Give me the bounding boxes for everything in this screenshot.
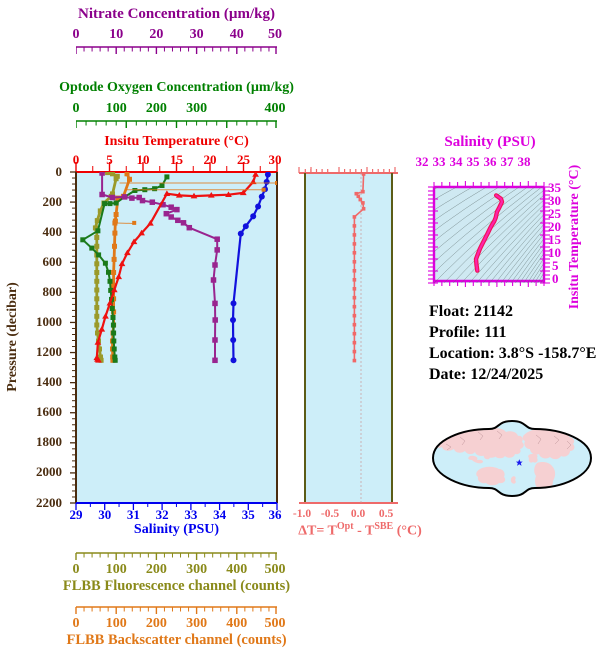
svg-text:400: 400 (226, 616, 247, 631)
svg-text:200: 200 (146, 562, 167, 577)
svg-text:100: 100 (106, 616, 127, 631)
svg-text:300: 300 (186, 101, 207, 116)
svg-text:10: 10 (109, 27, 123, 42)
svg-text:200: 200 (146, 101, 167, 116)
svg-text:31: 31 (127, 507, 140, 522)
svg-text:-0.5: -0.5 (321, 508, 339, 520)
svg-text:36: 36 (484, 154, 498, 169)
svg-text:100: 100 (106, 562, 127, 577)
svg-text:0: 0 (73, 101, 80, 116)
svg-text:36: 36 (269, 507, 283, 522)
svg-text:38: 38 (518, 154, 532, 169)
svg-text:400: 400 (226, 562, 247, 577)
svg-text:30: 30 (190, 27, 204, 42)
svg-text:500: 500 (265, 562, 286, 577)
svg-text:34: 34 (450, 154, 464, 169)
svg-text:20: 20 (149, 27, 163, 42)
svg-text:37: 37 (501, 154, 515, 169)
svg-text:0.5: 0.5 (379, 508, 394, 520)
svg-text:34: 34 (213, 507, 227, 522)
svg-text:300: 300 (186, 562, 207, 577)
svg-text:33: 33 (433, 154, 447, 169)
svg-text:300: 300 (186, 616, 207, 631)
svg-text:30: 30 (98, 507, 111, 522)
svg-text:100: 100 (106, 101, 127, 116)
svg-text:0: 0 (73, 616, 80, 631)
svg-text:0.0: 0.0 (351, 508, 366, 520)
svg-text:-1.0: -1.0 (293, 508, 311, 520)
svg-text:400: 400 (265, 101, 286, 116)
svg-text:50: 50 (268, 27, 282, 42)
svg-text:500: 500 (265, 616, 286, 631)
svg-text:40: 40 (230, 27, 244, 42)
svg-text:35: 35 (467, 154, 481, 169)
svg-text:32: 32 (416, 154, 429, 169)
svg-text:0: 0 (73, 562, 80, 577)
svg-text:35: 35 (242, 507, 256, 522)
svg-text:32: 32 (156, 507, 169, 522)
svg-text:0: 0 (73, 27, 80, 42)
svg-text:29: 29 (70, 507, 84, 522)
svg-text:33: 33 (184, 507, 198, 522)
svg-text:200: 200 (146, 616, 167, 631)
